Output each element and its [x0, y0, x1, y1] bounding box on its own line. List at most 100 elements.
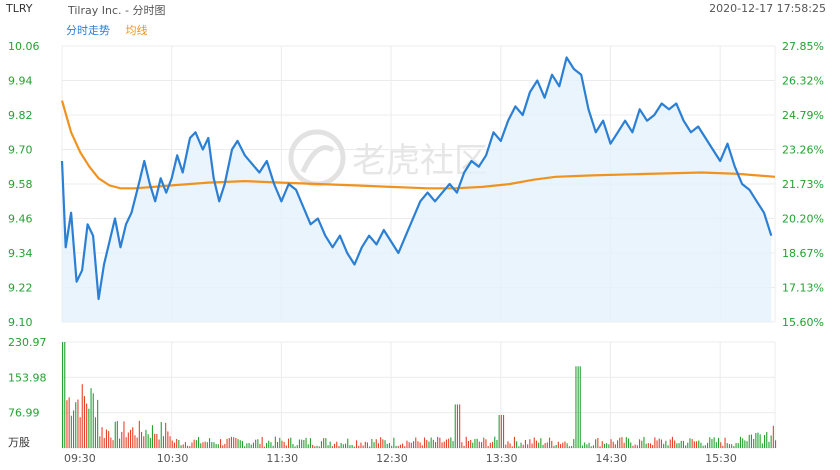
volume-bar: [625, 437, 627, 448]
volume-bar: [533, 437, 535, 448]
volume-bar: [524, 440, 526, 448]
volume-bar: [478, 441, 480, 448]
volume-bar: [399, 444, 401, 448]
y-tick-right: 15.60%: [782, 316, 824, 329]
volume-bar: [160, 422, 162, 448]
volume-bar: [83, 396, 85, 448]
volume-bar: [588, 442, 590, 448]
vol-tick: 76.99: [8, 407, 40, 420]
y-tick-left: 9.70: [8, 144, 33, 157]
volume-bar: [748, 434, 750, 448]
volume-bar: [614, 444, 616, 448]
volume-bar: [62, 342, 64, 448]
volume-bar: [81, 384, 83, 448]
volume-bar: [505, 444, 507, 448]
volume-bar: [125, 437, 127, 448]
volume-bar: [331, 446, 333, 448]
y-tick-right: 23.26%: [782, 144, 824, 157]
y-tick-right: 20.20%: [782, 213, 824, 226]
volume-bar: [327, 445, 329, 448]
volume-bar: [213, 442, 215, 448]
volume-bar: [663, 443, 665, 448]
volume-bar: [165, 422, 167, 448]
volume-bar: [228, 438, 230, 448]
volume-bar: [334, 443, 336, 448]
volume-bar: [397, 445, 399, 448]
volume-bar: [454, 404, 456, 448]
volume-bar: [518, 446, 520, 448]
volume-bar: [266, 443, 268, 448]
volume-bar: [691, 439, 693, 448]
volume-bar: [516, 441, 518, 448]
legend-avg[interactable]: 均线: [125, 24, 148, 37]
volume-bar: [345, 443, 347, 448]
volume-bar: [652, 445, 654, 448]
volume-bar: [608, 444, 610, 448]
price-line[interactable]: [60, 56, 773, 301]
y-tick-right: 24.79%: [782, 109, 824, 122]
volume-bar: [187, 445, 189, 448]
y-tick-right: 27.85%: [782, 40, 824, 53]
volume-bar: [735, 443, 737, 448]
volume-bar: [546, 442, 548, 448]
volume-bar: [448, 438, 450, 448]
volume-bar: [757, 432, 759, 448]
volume-bar: [180, 445, 182, 448]
volume-bar: [162, 436, 164, 448]
volume-bar: [456, 404, 458, 448]
volume-bar: [755, 433, 757, 448]
volume-bar: [257, 439, 259, 448]
watermark-logo-stroke: [300, 145, 335, 174]
volume-bar: [268, 440, 270, 448]
volume-bar: [540, 438, 542, 448]
volume-bar: [538, 442, 540, 448]
volume-bar: [347, 438, 349, 448]
volume-bar: [141, 431, 143, 448]
volume-bar: [64, 342, 66, 448]
volume-bar: [586, 444, 588, 448]
volume-bar: [535, 440, 537, 448]
volume-bar: [323, 438, 325, 448]
timestamp: 2020-12-17 17:58:25: [709, 2, 826, 15]
volume-bar: [566, 443, 568, 448]
volume-bar: [707, 442, 709, 448]
volume-bar: [658, 438, 660, 448]
volume-bar: [318, 446, 320, 448]
volume-bar: [325, 438, 327, 448]
volume-bar: [728, 444, 730, 448]
volume-bar: [641, 440, 643, 448]
volume-bar: [305, 437, 307, 448]
legend-price[interactable]: 分时走势: [66, 24, 110, 37]
volume-bar: [92, 393, 94, 448]
volume-bar: [417, 441, 419, 448]
volume-bar: [149, 437, 151, 448]
volume-bar: [476, 438, 478, 448]
volume-bar: [349, 445, 351, 448]
volume-bar: [377, 443, 379, 448]
y-tick-right: 21.73%: [782, 178, 824, 191]
volume-bar: [617, 440, 619, 448]
volume-bar: [121, 431, 123, 448]
volume-bar: [770, 435, 772, 448]
volume-bar: [421, 445, 423, 448]
volume-bar: [639, 439, 641, 448]
volume-bar: [147, 434, 149, 448]
y-tick-left: 9.34: [8, 247, 33, 260]
y-tick-left: 9.82: [8, 109, 33, 122]
volume-bar: [643, 436, 645, 448]
x-tick: 09:30: [64, 452, 96, 465]
volume-bar: [356, 440, 358, 448]
volume-bar: [768, 441, 770, 448]
volume-bar: [470, 440, 472, 448]
volume-bar: [634, 444, 636, 448]
volume-bar: [193, 439, 195, 448]
volume-bar: [388, 443, 390, 448]
volume-bar: [79, 417, 81, 448]
volume-bar: [340, 443, 342, 448]
ticker-symbol: TLRY: [6, 2, 33, 15]
volume-bar: [288, 438, 290, 448]
volume-bar: [698, 440, 700, 448]
volume-bar: [393, 437, 395, 448]
volume-bar: [336, 441, 338, 448]
